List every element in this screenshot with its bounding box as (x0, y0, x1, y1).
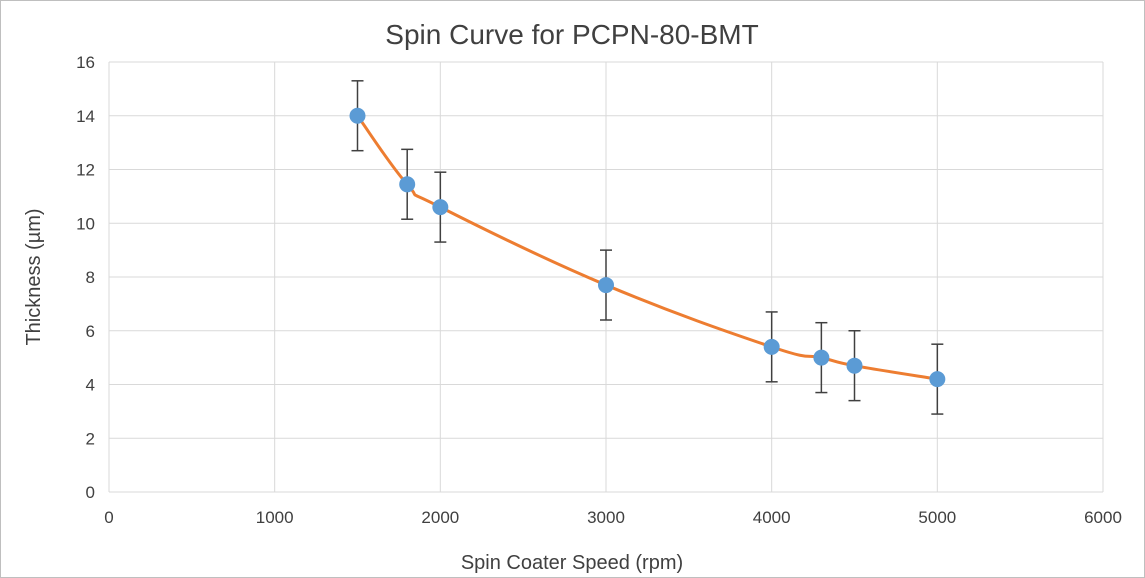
series-line (356, 114, 938, 381)
x-tick-label: 6000 (1084, 508, 1122, 527)
data-point (349, 107, 366, 124)
data-point (598, 277, 614, 294)
x-axis-title: Spin Coater Speed (rpm) (461, 552, 683, 574)
y-tick-label: 8 (86, 268, 95, 287)
data-point (846, 357, 863, 374)
x-tick-label: 5000 (918, 508, 956, 527)
y-tick-label: 4 (86, 376, 95, 395)
series-lines (356, 114, 938, 381)
x-tick-label: 0 (104, 508, 113, 527)
data-point (432, 199, 449, 216)
x-tick-label: 4000 (753, 508, 791, 527)
x-tick-label: 3000 (587, 508, 625, 527)
data-point (929, 371, 946, 388)
data-points (349, 107, 946, 388)
y-tick-label: 10 (76, 214, 95, 233)
y-tick-label: 12 (76, 161, 95, 180)
data-point (399, 176, 416, 193)
x-tick-label: 1000 (256, 508, 294, 527)
y-tick-label: 6 (86, 322, 95, 341)
tick-labels: 0 2 4 6 8 10 12 14 16 0 1000 2000 3000 4000 5000 6000 (76, 53, 1122, 527)
y-tick-label: 0 (86, 483, 95, 502)
y-tick-label: 2 (86, 429, 95, 448)
y-axis-title: Thickness (µm) (23, 208, 45, 345)
y-tick-label: 16 (76, 53, 95, 72)
y-tick-label: 14 (76, 107, 95, 126)
data-point (813, 349, 830, 366)
data-point (763, 338, 780, 355)
chart-title: Spin Curve for PCPN-80-BMT (385, 19, 758, 50)
x-tick-label: 2000 (421, 508, 459, 527)
